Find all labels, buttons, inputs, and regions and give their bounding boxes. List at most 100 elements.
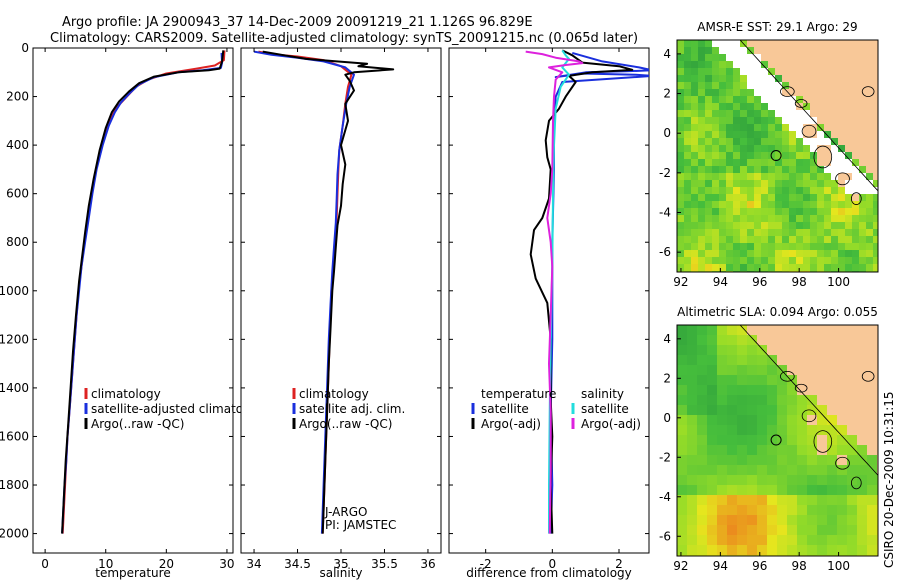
map-cell [684,61,692,69]
map-cell [691,61,699,69]
map-cell [697,425,708,436]
map-cell [859,96,867,104]
map-cell [859,264,867,272]
map-cell [859,47,867,55]
map-cell [789,166,797,174]
map-cell [866,243,874,251]
map-cell [727,445,738,456]
map-cell [847,505,858,516]
map-cell [697,375,708,386]
map-cell [712,96,720,104]
map-cell [698,194,706,202]
map-cell [789,229,797,237]
map-cell [852,208,860,216]
map-cell [705,264,713,272]
map-cell [691,215,699,223]
map-cell [782,96,790,104]
map-cell [838,40,846,48]
map-cell [727,345,738,356]
map-cell [777,345,788,356]
map-cell [782,257,790,265]
map-cell [677,345,688,356]
map-cell [803,54,811,62]
map-cell [726,152,734,160]
map-cell [684,145,692,153]
map-cell [824,75,832,83]
map-cell [837,425,848,436]
map-cell [754,187,762,195]
map-cell [838,201,846,209]
x-tick-label: 34.5 [284,557,311,571]
map-cell [768,96,776,104]
map-cell [726,264,734,272]
map-cell [737,485,748,496]
map-cell [817,103,825,111]
map-cell [859,40,867,48]
map-cell [824,201,832,209]
map-cell [796,131,804,139]
map-cell [782,194,790,202]
map-cell [817,395,828,406]
map-cell [726,75,734,83]
map-cell [789,187,797,195]
y-tick-label: 200 [6,90,29,104]
map-cell [775,40,783,48]
map-cell [677,103,685,111]
map-cell [796,145,804,153]
map-cell [782,264,790,272]
map-cell [873,131,878,139]
map-cell [797,525,808,536]
map-cell [787,395,798,406]
legend-header: temperature [481,387,556,401]
map-cell [754,40,762,48]
map-cell [817,505,828,516]
map-cell [807,335,818,346]
map-cell [754,201,762,209]
map-cell [827,435,838,446]
map-cell [873,243,878,251]
map-cell [782,180,790,188]
map-cell [754,257,762,265]
map-cell [837,375,848,386]
side-note: CSIRO 20-Dec-2009 10:31:15 [882,391,896,568]
map-cell [747,222,755,230]
map-cell [719,208,727,216]
map-cell [847,355,858,366]
map-cell [873,257,878,265]
map-cell [737,555,748,556]
map-cell [867,465,878,476]
map-cell [727,395,738,406]
map-cell [807,345,818,356]
x-tick-label: 36 [420,557,435,571]
map-cell [845,180,853,188]
map-cell [859,166,867,174]
map-cell [807,435,818,446]
map-cell [877,355,878,366]
map-cell [747,229,755,237]
map-cell [761,89,769,97]
map-cell [740,173,748,181]
map-cell [677,425,688,436]
map-cell [754,131,762,139]
map-cell [847,495,858,506]
map-cell [838,236,846,244]
map-cell [817,435,828,446]
map-cell [775,47,783,55]
map-cell [817,229,825,237]
map-cell [831,145,839,153]
map-cell [824,250,832,258]
map-cell [768,110,776,118]
map-cell [845,89,853,97]
map-cell [817,385,828,396]
map-cell [810,54,818,62]
map-cell [761,68,769,76]
map-cell [761,229,769,237]
map-cell [767,425,778,436]
y-tick-label: 4 [663,332,671,346]
map-cell [726,194,734,202]
map-cell [810,82,818,90]
map-cell [824,215,832,223]
map-cell [697,345,708,356]
map-cell [831,229,839,237]
map-cell [852,68,860,76]
